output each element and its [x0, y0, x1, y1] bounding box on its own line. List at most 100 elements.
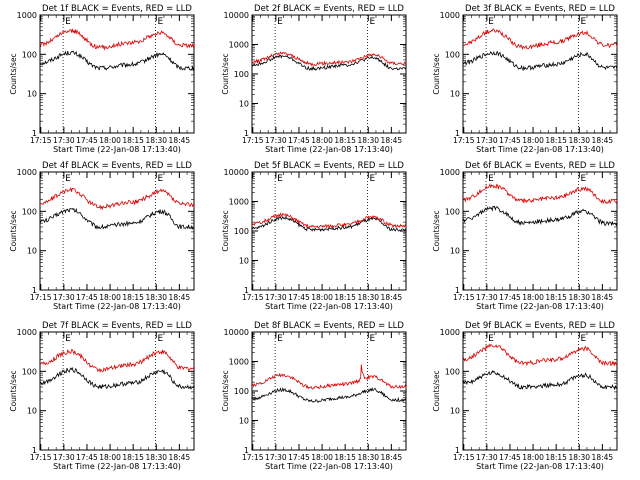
x-tick-label: 18:15: [122, 453, 144, 462]
panel-title: Det 3f BLACK = Events, RED = LLD: [465, 4, 615, 14]
y-tick-label: 10: [27, 407, 37, 416]
events-series-line: [462, 50, 618, 72]
x-tick-label: 18:45: [169, 453, 191, 462]
x-tick-label: 17:15: [453, 136, 475, 145]
y-tick-label: 1000: [229, 198, 249, 207]
panel-det-6: Det 6f BLACK = Events, RED = LLD 1 10 100 10…: [432, 161, 618, 311]
y-tick-label: 100: [22, 367, 37, 376]
x-tick-label: 18:00: [99, 136, 121, 145]
panel-title: Det 4f BLACK = Events, RED = LLD: [42, 161, 192, 171]
x-tick-label: 18:00: [311, 136, 333, 145]
y-tick-label: 1000: [440, 11, 460, 20]
lld-series-line: [39, 28, 195, 51]
y-tick-label: 10: [27, 247, 37, 256]
x-tick-label: 17:15: [453, 453, 475, 462]
marker-label: E: [488, 17, 494, 27]
x-tick-label: 18:45: [381, 136, 403, 145]
x-tick-label: 17:15: [30, 136, 52, 145]
x-tick-label: 17:30: [265, 136, 287, 145]
plot-frame: [251, 14, 407, 134]
marker-label: E: [277, 334, 283, 344]
events-series-line: [39, 50, 195, 72]
x-axis-label: Start Time (22-Jan-08 17:13:40): [265, 145, 393, 154]
x-tick-label: 18:15: [122, 136, 144, 145]
x-tick-label: 17:45: [76, 293, 98, 302]
panel-det-9: Det 9f BLACK = Events, RED = LLD 1 10 100 10…: [432, 321, 618, 471]
x-tick-label: 17:45: [288, 293, 310, 302]
panel-title: Det 7f BLACK = Events, RED = LLD: [42, 321, 192, 331]
events-series-line: [251, 386, 407, 403]
x-tick-label: 18:30: [145, 453, 167, 462]
panel-title: Det 9f BLACK = Events, RED = LLD: [465, 321, 615, 331]
y-tick-label: 100: [234, 387, 249, 396]
x-tick-label: 18:15: [545, 453, 567, 462]
x-tick-label: 17:15: [30, 293, 52, 302]
x-tick-label: 18:45: [592, 293, 614, 302]
y-axis-label: Counts/sec: [221, 210, 230, 251]
x-tick-label: 18:00: [311, 453, 333, 462]
lld-series-line: [251, 212, 407, 229]
y-tick-label: 10000: [224, 328, 249, 337]
x-axis-label: Start Time (22-Jan-08 17:13:40): [53, 462, 181, 471]
y-axis-label: Counts/sec: [432, 210, 441, 251]
y-axis-label: Counts/sec: [432, 370, 441, 411]
y-tick-label: 100: [22, 50, 37, 59]
y-tick-label: 1: [244, 129, 249, 138]
y-axis-label: Counts/sec: [9, 210, 18, 251]
y-tick-label: 10000: [224, 168, 249, 177]
y-tick-label: 1000: [229, 41, 249, 50]
x-tick-label: 17:30: [265, 293, 287, 302]
plot-frame: [39, 14, 195, 134]
x-tick-label: 17:45: [76, 453, 98, 462]
y-tick-label: 100: [234, 70, 249, 79]
events-series-line: [462, 370, 618, 391]
x-tick-label: 18:30: [568, 293, 590, 302]
y-tick-label: 1: [32, 446, 37, 455]
y-axis-label: Counts/sec: [221, 53, 230, 94]
y-tick-label: 1: [244, 286, 249, 295]
plot-frame: [462, 14, 618, 134]
plot-frame: [462, 171, 618, 291]
x-tick-label: 18:15: [334, 293, 356, 302]
y-tick-label: 1000: [440, 328, 460, 337]
x-tick-label: 18:00: [99, 453, 121, 462]
panel-det-2: Det 2f BLACK = Events, RED = LLD 1 10 100 10…: [221, 4, 407, 154]
plot-frame: [39, 331, 195, 451]
x-tick-label: 17:15: [242, 136, 264, 145]
x-tick-label: 17:15: [30, 453, 52, 462]
marker-label: E: [370, 334, 376, 344]
x-tick-label: 18:30: [357, 453, 379, 462]
x-axis-label: Start Time (22-Jan-08 17:13:40): [53, 145, 181, 154]
y-tick-label: 1000: [229, 358, 249, 367]
x-tick-label: 18:30: [145, 293, 167, 302]
marker-label: E: [158, 17, 164, 27]
x-tick-label: 17:45: [499, 293, 521, 302]
lld-series-line: [39, 186, 195, 211]
y-tick-label: 100: [445, 207, 460, 216]
panel-title: Det 5f BLACK = Events, RED = LLD: [254, 161, 404, 171]
marker-label: E: [488, 334, 494, 344]
x-tick-label: 17:30: [265, 453, 287, 462]
x-tick-label: 18:30: [357, 293, 379, 302]
x-tick-label: 18:00: [311, 293, 333, 302]
marker-label: E: [277, 174, 283, 184]
events-series-line: [251, 54, 407, 71]
y-tick-label: 10: [450, 407, 460, 416]
y-tick-label: 10: [450, 247, 460, 256]
x-tick-label: 18:45: [169, 293, 191, 302]
x-tick-label: 18:00: [99, 293, 121, 302]
marker-label: E: [65, 17, 71, 27]
x-tick-label: 18:45: [381, 293, 403, 302]
panel-title: Det 8f BLACK = Events, RED = LLD: [254, 321, 404, 331]
panel-det-8: Det 8f BLACK = Events, RED = LLD 1 10 100 10…: [221, 321, 407, 471]
marker-label: E: [370, 174, 376, 184]
panel-det-1: Det 1f BLACK = Events, RED = LLD 1 10 100 10…: [9, 4, 195, 154]
x-tick-label: 18:30: [568, 136, 590, 145]
x-tick-label: 18:15: [334, 136, 356, 145]
x-axis-label: Start Time (22-Jan-08 17:13:40): [476, 462, 604, 471]
panel-det-5: Det 5f BLACK = Events, RED = LLD 1 10 100 10…: [221, 161, 407, 311]
marker-label: E: [65, 174, 71, 184]
y-tick-label: 10: [27, 90, 37, 99]
panel-title: Det 6f BLACK = Events, RED = LLD: [465, 161, 615, 171]
events-series-line: [462, 205, 618, 227]
